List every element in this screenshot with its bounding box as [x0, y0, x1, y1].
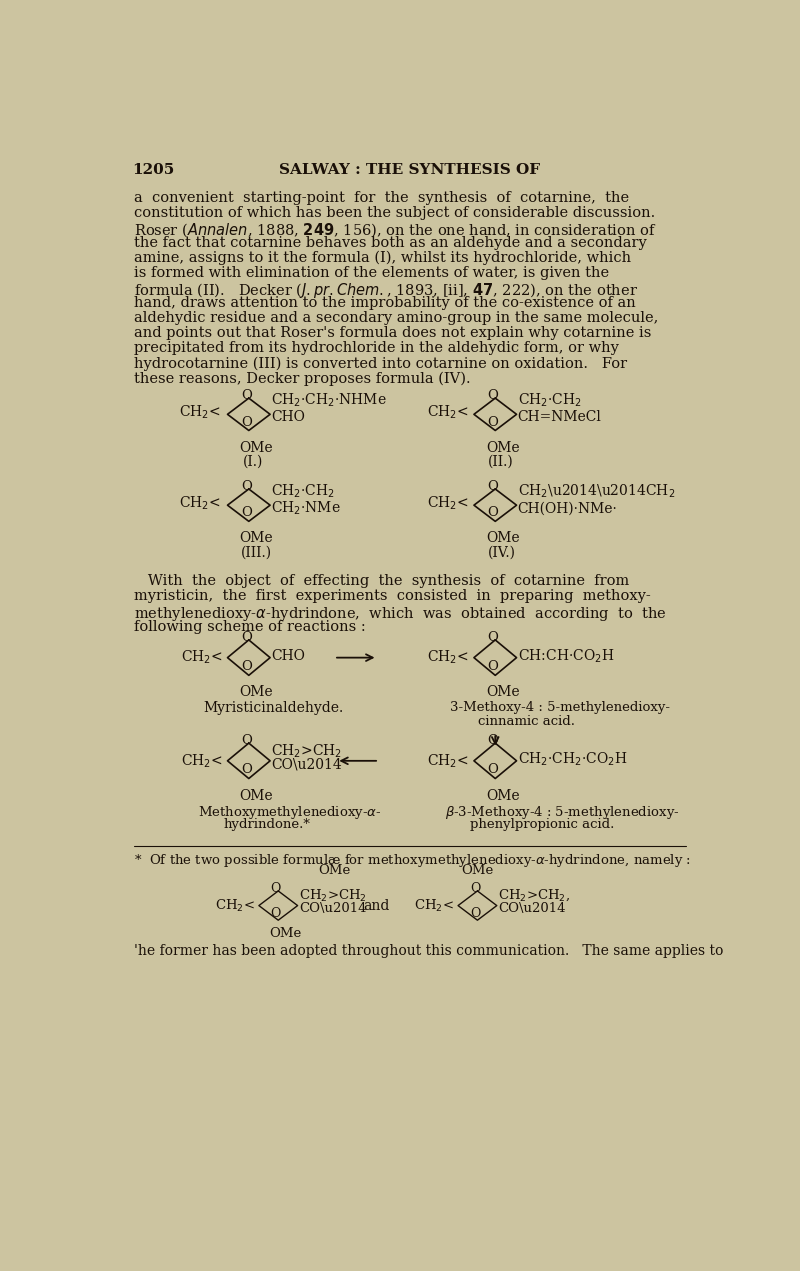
- Text: precipitated from its hydrochloride in the aldehydic form, or why: precipitated from its hydrochloride in t…: [134, 341, 619, 355]
- Text: CH$_2$·CH$_2$·CO$_2$H: CH$_2$·CH$_2$·CO$_2$H: [518, 751, 627, 768]
- Text: CH$_2$·CH$_2$: CH$_2$·CH$_2$: [271, 483, 335, 500]
- Text: CH$_2$>CH$_2$: CH$_2$>CH$_2$: [271, 742, 342, 760]
- Text: CH$_2$<: CH$_2$<: [427, 404, 469, 422]
- Text: CH$_2$<: CH$_2$<: [181, 649, 222, 666]
- Text: aldehydic residue and a secondary amino-group in the same molecule,: aldehydic residue and a secondary amino-…: [134, 311, 658, 325]
- Text: O: O: [470, 906, 480, 920]
- Text: SALWAY : THE SYNTHESIS OF: SALWAY : THE SYNTHESIS OF: [279, 163, 541, 177]
- Text: (I.): (I.): [242, 454, 263, 468]
- Text: *  Of the two possible formulæ for methoxymethylenedioxy-$\alpha$-hydrindone, na: * Of the two possible formulæ for methox…: [134, 852, 691, 868]
- Text: O: O: [241, 506, 252, 520]
- Text: O: O: [241, 416, 252, 428]
- Text: following scheme of reactions :: following scheme of reactions :: [134, 619, 366, 633]
- Text: OMe: OMe: [239, 685, 273, 699]
- Text: O: O: [241, 480, 252, 493]
- Text: CH$_2$<: CH$_2$<: [181, 752, 222, 769]
- Text: OMe: OMe: [486, 685, 519, 699]
- Text: and: and: [363, 899, 390, 913]
- Text: CHO: CHO: [271, 649, 305, 663]
- Text: CH(OH)·NMe·: CH(OH)·NMe·: [518, 501, 618, 515]
- Text: CO\u2014: CO\u2014: [299, 902, 366, 915]
- Text: OMe: OMe: [486, 531, 519, 545]
- Text: and points out that Roser's formula does not explain why cotarnine is: and points out that Roser's formula does…: [134, 327, 651, 341]
- Text: With  the  object  of  effecting  the  synthesis  of  cotarnine  from: With the object of effecting the synthes…: [134, 574, 630, 588]
- Text: O: O: [241, 389, 252, 403]
- Text: Myristicinaldehyde.: Myristicinaldehyde.: [204, 700, 344, 714]
- Text: hand, draws attention to the improbability of the co-existence of an: hand, draws attention to the improbabili…: [134, 296, 636, 310]
- Text: CH$_2$·CH$_2$: CH$_2$·CH$_2$: [518, 391, 582, 409]
- Text: CH$_2$<: CH$_2$<: [427, 494, 469, 512]
- Text: amine, assigns to it the formula (I), whilst its hydrochloride, which: amine, assigns to it the formula (I), wh…: [134, 252, 631, 266]
- Text: O: O: [487, 735, 498, 747]
- Text: (IV.): (IV.): [487, 545, 515, 559]
- Text: O: O: [487, 506, 498, 520]
- Text: cinnamic acid.: cinnamic acid.: [478, 714, 575, 727]
- Text: O: O: [270, 882, 281, 895]
- Text: (II.): (II.): [487, 454, 514, 468]
- Text: constitution of which has been the subject of considerable discussion.: constitution of which has been the subje…: [134, 206, 655, 220]
- Text: CO\u2014: CO\u2014: [498, 902, 566, 915]
- Text: phenylpropionic acid.: phenylpropionic acid.: [470, 817, 615, 831]
- Text: CH$_2$<: CH$_2$<: [427, 752, 469, 769]
- Text: OMe: OMe: [486, 788, 519, 802]
- Text: is formed with elimination of the elements of water, is given the: is formed with elimination of the elemen…: [134, 266, 610, 280]
- Text: O: O: [487, 660, 498, 672]
- Text: CH$_2$>CH$_2$: CH$_2$>CH$_2$: [299, 887, 367, 904]
- Text: CH$_2$·NMe: CH$_2$·NMe: [271, 500, 341, 517]
- Text: CH$_2$\u2014\u2014CH$_2$: CH$_2$\u2014\u2014CH$_2$: [518, 483, 675, 500]
- Text: OMe: OMe: [462, 864, 494, 877]
- Text: O: O: [487, 389, 498, 403]
- Text: a  convenient  starting-point  for  the  synthesis  of  cotarnine,  the: a convenient starting-point for the synt…: [134, 191, 630, 205]
- Text: O: O: [487, 480, 498, 493]
- Text: CH$_2$<: CH$_2$<: [179, 404, 221, 422]
- Text: these reasons, Decker proposes formula (IV).: these reasons, Decker proposes formula (…: [134, 371, 470, 385]
- Text: Methoxymethylenedioxy-$\alpha$-: Methoxymethylenedioxy-$\alpha$-: [198, 805, 382, 821]
- Text: CH$_2$<: CH$_2$<: [179, 494, 221, 512]
- Text: CH$_2$<: CH$_2$<: [427, 649, 469, 666]
- Text: methylenedioxy-$\alpha$-hydrindone,  which  was  obtained  according  to  the: methylenedioxy-$\alpha$-hydrindone, whic…: [134, 605, 666, 623]
- Text: O: O: [487, 763, 498, 775]
- Text: OMe: OMe: [318, 864, 350, 877]
- Text: CO\u2014: CO\u2014: [271, 758, 342, 771]
- Text: hydrocotarnine (III) is converted into cotarnine on oxidation.   For: hydrocotarnine (III) is converted into c…: [134, 356, 627, 371]
- Text: 3-Methoxy-4 : 5-methylenedioxy-: 3-Methoxy-4 : 5-methylenedioxy-: [450, 700, 670, 714]
- Text: Roser ($\it{Annalen}$, 1888, $\bf{249}$, 156), on the one hand, in consideration: Roser ($\it{Annalen}$, 1888, $\bf{249}$,…: [134, 221, 657, 239]
- Text: 'he former has been adopted throughout this communication.   The same applies to: 'he former has been adopted throughout t…: [134, 944, 723, 958]
- Text: O: O: [241, 735, 252, 747]
- Text: $\beta$-3-Methoxy-4 : 5-methylenedioxy-: $\beta$-3-Methoxy-4 : 5-methylenedioxy-: [445, 805, 679, 821]
- Text: OMe: OMe: [239, 441, 273, 455]
- Text: O: O: [487, 632, 498, 644]
- Text: OMe: OMe: [269, 927, 302, 941]
- Text: O: O: [241, 632, 252, 644]
- Text: myristicin,  the  first  experiments  consisted  in  preparing  methoxy-: myristicin, the first experiments consis…: [134, 590, 651, 604]
- Text: O: O: [241, 660, 252, 672]
- Text: hydrindone.*: hydrindone.*: [224, 817, 311, 831]
- Text: CHO: CHO: [271, 411, 305, 425]
- Text: 1205: 1205: [133, 163, 175, 177]
- Text: CH$_2$<: CH$_2$<: [414, 897, 454, 914]
- Text: OMe: OMe: [239, 788, 273, 802]
- Text: CH=NMeCl: CH=NMeCl: [518, 411, 602, 425]
- Text: O: O: [270, 906, 281, 920]
- Text: formula (II).   Decker ($\it{J. pr. Chem.}$, 1893, [ii], $\bf{47}$, 222), on the: formula (II). Decker ($\it{J. pr. Chem.}…: [134, 281, 638, 300]
- Text: OMe: OMe: [239, 531, 273, 545]
- Text: CH:CH·CO$_2$H: CH:CH·CO$_2$H: [518, 647, 614, 665]
- Text: the fact that cotarnine behaves both as an aldehyde and a secondary: the fact that cotarnine behaves both as …: [134, 236, 647, 250]
- Text: O: O: [470, 882, 480, 895]
- Text: O: O: [487, 416, 498, 428]
- Text: CH$_2$>CH$_2$,: CH$_2$>CH$_2$,: [498, 888, 570, 904]
- Text: CH$_2$·CH$_2$·NHMe: CH$_2$·CH$_2$·NHMe: [271, 391, 387, 409]
- Text: OMe: OMe: [486, 441, 519, 455]
- Text: CH$_2$<: CH$_2$<: [214, 897, 254, 914]
- Text: (III.): (III.): [241, 545, 272, 559]
- Text: O: O: [241, 763, 252, 775]
